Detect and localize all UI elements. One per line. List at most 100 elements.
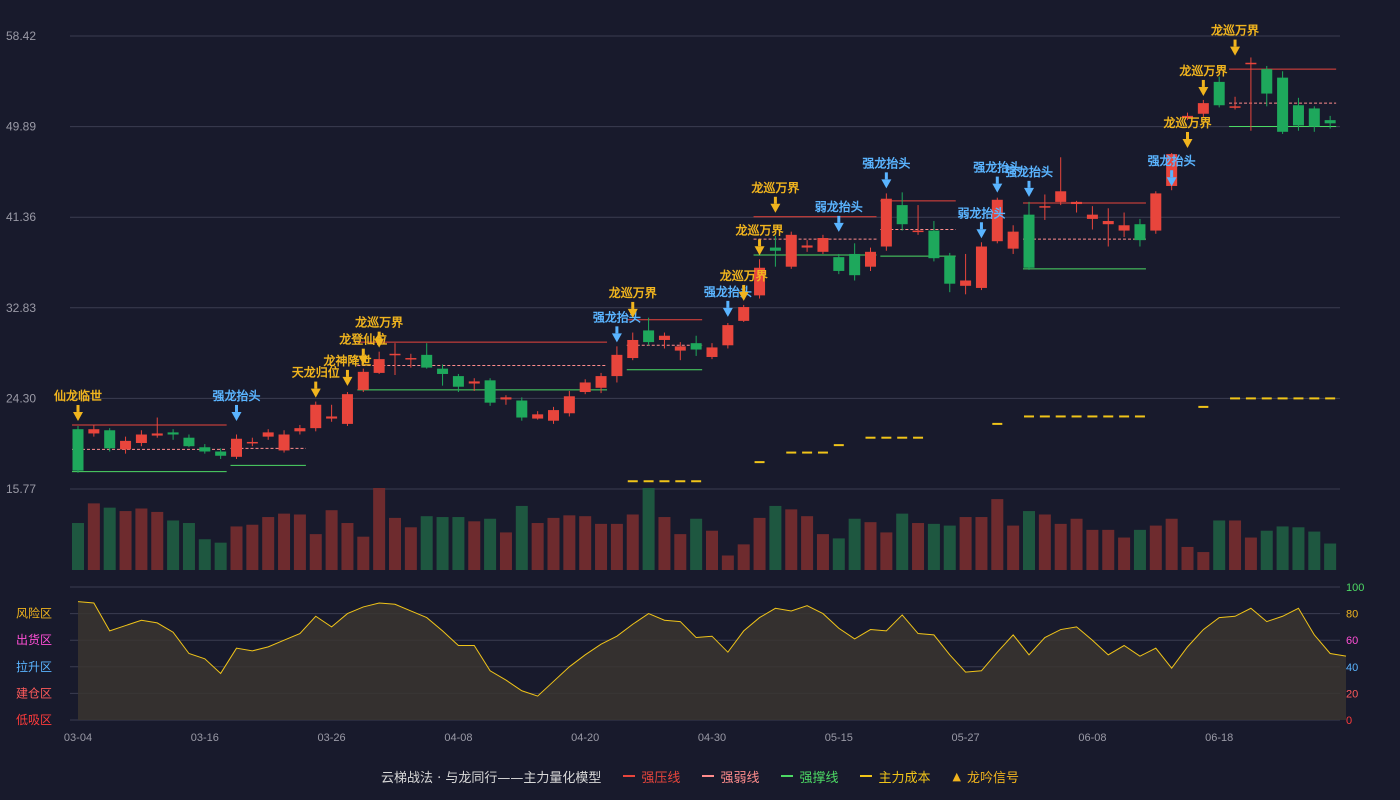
volume-bar [1229, 520, 1242, 570]
signal-label: 强龙抬头 [862, 155, 910, 170]
volume-bar [103, 507, 116, 570]
volume-bar [1102, 529, 1115, 570]
signal-arrow-icon [976, 229, 987, 239]
candle-body [294, 428, 306, 432]
candle-body [468, 381, 480, 384]
legend-swatch-weak [702, 775, 715, 777]
candle-body [532, 414, 544, 419]
volume-bar [579, 516, 592, 570]
signal-arrow-icon [754, 246, 765, 256]
candle-body [611, 354, 623, 377]
candle-body [944, 256, 956, 284]
candle-body [833, 257, 845, 271]
candle-body [516, 400, 528, 418]
candle-body [785, 234, 797, 267]
legend-item-resist[interactable]: 强压线 [623, 767, 680, 786]
volume-bar [262, 517, 275, 570]
candle-body [754, 267, 766, 296]
volume-bar [1165, 518, 1178, 570]
chart-legend: 云梯战法 · 与龙同行——主力量化模型 强压线 强弱线 强撑线 主力成本 ▲ 龙… [0, 764, 1400, 788]
volume-bar [198, 539, 211, 570]
price-tick-label: 58.42 [6, 29, 36, 43]
price-tick-label: 41.36 [6, 210, 36, 224]
candle-body [643, 330, 655, 343]
candle-body [341, 394, 353, 424]
legend-swatch-support [781, 775, 794, 777]
legend-swatch-resist [623, 775, 636, 777]
candle-body [199, 447, 211, 452]
candle-body [1261, 69, 1273, 94]
signal-arrow-stem [361, 348, 365, 356]
candle-body [120, 440, 132, 450]
x-tick-label: 06-18 [1205, 732, 1233, 744]
signal-arrow-icon [738, 291, 749, 301]
signal-arrow-icon [1198, 86, 1209, 96]
volume-bar [1149, 525, 1162, 570]
candle-body [1071, 201, 1083, 205]
volume-bar [278, 513, 291, 570]
volume-bar [595, 523, 608, 570]
signal-arrow-icon [611, 333, 622, 343]
volume-bar [531, 523, 544, 570]
legend-label-cost: 主力成本 [878, 770, 931, 786]
legend-item-support[interactable]: 强撑线 [781, 767, 838, 786]
x-tick-label: 03-26 [318, 732, 346, 744]
signal-label: 龙巡万界 [720, 268, 768, 283]
volume-bar [864, 522, 877, 570]
signal-label: 强龙抬头 [1148, 153, 1196, 168]
volume-bar [769, 505, 782, 570]
candle-body [627, 339, 639, 359]
candle-body [579, 382, 591, 393]
signal-arrow-icon [992, 183, 1003, 193]
signal-label: 弱龙抬头 [815, 199, 863, 214]
candle-body [1229, 106, 1241, 108]
candle-body [1308, 108, 1320, 127]
volume-bar [1292, 527, 1305, 570]
signal-arrow-stem [726, 300, 730, 308]
candle-body [1213, 81, 1225, 106]
candle-body [421, 354, 433, 368]
signal-label: 仙龙临世 [54, 388, 102, 403]
price-tick-label: 49.89 [6, 120, 36, 134]
legend-item-cost[interactable]: 主力成本 [860, 767, 930, 786]
volume-bar [737, 544, 750, 570]
x-tick-label: 03-04 [64, 732, 92, 744]
legend-item-signal[interactable]: ▲ 龙吟信号 [952, 767, 1018, 786]
volume-bar [610, 523, 623, 570]
zone-label: 出货区 [16, 632, 52, 647]
indicator-tick-label: 60 [1346, 635, 1358, 647]
signal-arrow-stem [76, 404, 80, 412]
signal-arrow-icon [627, 308, 638, 318]
signal-arrow-icon [310, 388, 321, 398]
candle-body [1102, 221, 1114, 225]
legend-item-weak[interactable]: 强弱线 [702, 767, 759, 786]
signal-arrow-icon [881, 179, 892, 189]
volume-bar [1244, 537, 1257, 570]
candle-body [817, 238, 829, 252]
volume-bar [1308, 531, 1321, 570]
indicator-tick-label: 80 [1346, 609, 1358, 621]
signal-arrow-icon [1024, 187, 1034, 197]
x-tick-label: 05-15 [825, 732, 853, 744]
candle-body [738, 307, 750, 321]
volume-bar [230, 526, 243, 570]
volume-bar [214, 542, 227, 570]
candle-body [912, 230, 924, 233]
volume-bar [389, 517, 401, 570]
signal-arrow-stem [979, 222, 983, 230]
legend-title: 云梯战法 · 与龙同行——主力量化模型 [381, 770, 602, 786]
candle-body [960, 280, 972, 286]
price-tick-label: 24.30 [6, 391, 36, 405]
signal-arrow-icon [770, 203, 781, 213]
legend-label-support: 强撑线 [799, 770, 839, 786]
candle-body [1292, 105, 1304, 126]
candle-body [1118, 225, 1130, 231]
volume-bar [341, 523, 354, 570]
candle-body [326, 416, 338, 419]
volume-bar [468, 521, 481, 570]
signal-arrow-icon [1182, 138, 1193, 148]
candle-body [1055, 191, 1067, 202]
volume-bar [721, 555, 734, 570]
signal-arrow-stem [235, 404, 238, 412]
volume-bar [690, 518, 703, 570]
